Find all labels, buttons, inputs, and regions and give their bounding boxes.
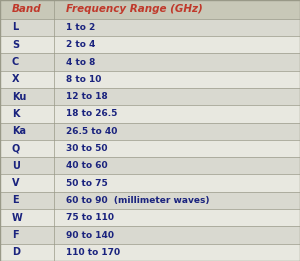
Text: 30 to 50: 30 to 50 bbox=[66, 144, 107, 153]
Text: Q: Q bbox=[12, 144, 20, 153]
FancyBboxPatch shape bbox=[0, 19, 300, 36]
Text: E: E bbox=[12, 195, 19, 205]
FancyBboxPatch shape bbox=[0, 226, 300, 244]
Text: 1 to 2: 1 to 2 bbox=[66, 23, 95, 32]
Text: Frequency Range (GHz): Frequency Range (GHz) bbox=[66, 4, 203, 14]
FancyBboxPatch shape bbox=[0, 0, 300, 19]
FancyBboxPatch shape bbox=[0, 244, 300, 261]
FancyBboxPatch shape bbox=[0, 140, 300, 157]
Text: 40 to 60: 40 to 60 bbox=[66, 161, 108, 170]
Text: C: C bbox=[12, 57, 19, 67]
FancyBboxPatch shape bbox=[0, 123, 300, 140]
Text: 2 to 4: 2 to 4 bbox=[66, 40, 95, 49]
FancyBboxPatch shape bbox=[0, 175, 300, 192]
Text: Band: Band bbox=[12, 4, 42, 14]
FancyBboxPatch shape bbox=[0, 192, 300, 209]
FancyBboxPatch shape bbox=[0, 71, 300, 88]
Text: K: K bbox=[12, 109, 20, 119]
Text: U: U bbox=[12, 161, 20, 171]
Text: 110 to 170: 110 to 170 bbox=[66, 248, 120, 257]
Text: 26.5 to 40: 26.5 to 40 bbox=[66, 127, 117, 136]
Text: F: F bbox=[12, 230, 19, 240]
Text: 12 to 18: 12 to 18 bbox=[66, 92, 108, 101]
FancyBboxPatch shape bbox=[0, 54, 300, 71]
FancyBboxPatch shape bbox=[0, 157, 300, 175]
Text: 4 to 8: 4 to 8 bbox=[66, 57, 95, 67]
Text: 90 to 140: 90 to 140 bbox=[66, 230, 114, 240]
Text: 8 to 10: 8 to 10 bbox=[66, 75, 101, 84]
Text: S: S bbox=[12, 40, 19, 50]
Text: Ka: Ka bbox=[12, 126, 26, 136]
Text: 18 to 26.5: 18 to 26.5 bbox=[66, 109, 117, 118]
FancyBboxPatch shape bbox=[0, 88, 300, 105]
FancyBboxPatch shape bbox=[0, 209, 300, 226]
Text: 50 to 75: 50 to 75 bbox=[66, 179, 108, 188]
Text: Ku: Ku bbox=[12, 92, 26, 102]
FancyBboxPatch shape bbox=[0, 105, 300, 123]
Text: V: V bbox=[12, 178, 20, 188]
Text: W: W bbox=[12, 213, 23, 223]
FancyBboxPatch shape bbox=[0, 36, 300, 54]
Text: 60 to 90  (millimeter waves): 60 to 90 (millimeter waves) bbox=[66, 196, 209, 205]
Text: L: L bbox=[12, 22, 18, 32]
Text: X: X bbox=[12, 74, 20, 84]
Text: D: D bbox=[12, 247, 20, 257]
Text: 75 to 110: 75 to 110 bbox=[66, 213, 114, 222]
